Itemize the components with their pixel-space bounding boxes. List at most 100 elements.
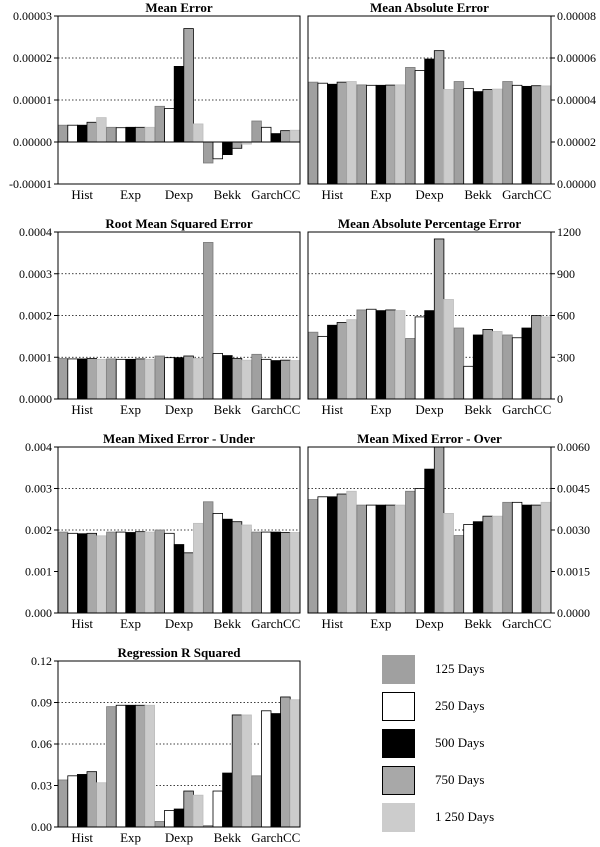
y-tick-label: 0.0000 [557, 606, 590, 620]
bar-dexp-750-days [183, 790, 194, 828]
bar-hist-125-days [57, 124, 69, 143]
x-tick-label: Dexp [415, 616, 443, 631]
bar-exp-500-days [125, 704, 136, 828]
bar-dexp-750-days [183, 355, 194, 400]
bar-hist-250-days [67, 775, 78, 828]
x-tick-label: GarchCC [502, 187, 551, 202]
bar-garchcc-750-days [280, 532, 291, 614]
legend-label-500-days: 500 Days [435, 735, 485, 750]
bar-exp-750-days [134, 126, 146, 143]
bar-exp-1-250-days [394, 504, 406, 614]
bar-garchcc-1-250-days [289, 699, 301, 828]
bar-garchcc-250-days [260, 358, 272, 400]
y-tick-label: 0.03 [31, 779, 52, 793]
bar-hist-500-days [77, 358, 88, 400]
bar-exp-250-days [115, 127, 127, 143]
bar-bekk-750-days [231, 714, 243, 828]
bar-exp-750-days [385, 309, 396, 400]
bar-garchcc-250-days [260, 710, 272, 828]
bar-hist-1-250-days [346, 490, 357, 614]
chart-title: Mean Absolute Error [370, 0, 489, 15]
x-tick-label: Dexp [165, 830, 193, 845]
y-tick-label: 0.0004 [19, 225, 52, 239]
bar-bekk-500-days [472, 521, 484, 614]
y-tick-label: 0.0045 [557, 482, 590, 496]
bar-bekk-500-days [472, 334, 484, 400]
bar-hist-500-days [327, 496, 338, 614]
bar-exp-750-days [134, 704, 146, 828]
bar-bekk-250-days [212, 513, 224, 614]
chart-title: Mean Absolute Percentage Error [338, 216, 522, 231]
bar-bekk-750-days [482, 515, 493, 614]
bar-dexp-125-days [405, 490, 416, 614]
bar-hist-1-250-days [96, 117, 107, 143]
bar-exp-125-days [106, 126, 117, 143]
bar-garchcc-750-days [531, 504, 542, 614]
bar-garchcc-1-250-days [289, 532, 301, 614]
bar-dexp-1-250-days [443, 299, 454, 400]
bar-hist-125-days [57, 531, 69, 614]
bar-dexp-1-250-days [192, 123, 204, 143]
bar-hist-1-250-days [346, 319, 357, 400]
bar-bekk-250-days [212, 353, 224, 400]
bar-garchcc-750-days [280, 696, 291, 828]
bar-dexp-750-days [433, 50, 445, 185]
y-tick-label: 0 [557, 392, 563, 406]
bar-dexp-750-days [183, 28, 194, 143]
x-tick-label: Hist [71, 830, 93, 845]
x-tick-label: Exp [370, 402, 391, 417]
bar-exp-500-days [375, 310, 387, 400]
y-tick-label: 0.00004 [557, 93, 596, 107]
bar-bekk-500-days [222, 355, 233, 400]
y-tick-label: 1200 [557, 225, 581, 239]
bar-hist-750-days [86, 358, 98, 400]
legend-swatch-500-days [382, 729, 415, 758]
bar-bekk-750-days [231, 141, 243, 149]
bar-hist-1-250-days [96, 782, 107, 828]
bar-exp-125-days [356, 504, 367, 614]
bar-exp-125-days [106, 358, 117, 400]
bar-exp-750-days [385, 84, 396, 185]
bar-garchcc-750-days [531, 315, 542, 400]
bar-dexp-1-250-days [192, 794, 204, 828]
bar-dexp-250-days [164, 357, 175, 400]
bar-bekk-250-days [212, 141, 224, 160]
bar-bekk-500-days [222, 518, 233, 614]
y-tick-label: 0.00008 [557, 9, 596, 23]
bar-exp-500-days [125, 358, 136, 400]
bar-hist-750-days [86, 121, 98, 143]
x-tick-label: Exp [370, 616, 391, 631]
bar-dexp-500-days [173, 544, 185, 614]
bar-garchcc-125-days [251, 775, 262, 828]
bar-dexp-750-days [433, 238, 445, 400]
bar-dexp-1-250-days [443, 513, 454, 614]
chart-title: Mean Mixed Error - Under [103, 431, 255, 446]
bar-garchcc-1-250-days [540, 316, 552, 400]
chart-title: Regression R Squared [117, 645, 241, 660]
bar-bekk-125-days [202, 242, 214, 400]
bar-dexp-500-days [173, 357, 185, 400]
bar-exp-250-days [366, 504, 377, 614]
x-tick-label: Exp [120, 830, 141, 845]
bar-dexp-750-days [183, 552, 194, 614]
bar-bekk-250-days [463, 88, 474, 185]
bar-hist-125-days [57, 779, 69, 828]
bar-exp-500-days [375, 84, 387, 185]
y-tick-label: 0.0002 [19, 309, 52, 323]
bar-garchcc-500-days [270, 360, 282, 400]
bar-garchcc-125-days [251, 531, 262, 614]
y-tick-label: 0.00006 [557, 51, 596, 65]
bar-exp-750-days [385, 504, 396, 614]
y-tick-label: 0.0015 [557, 565, 590, 579]
bar-dexp-125-days [405, 67, 416, 185]
x-tick-label: Exp [120, 616, 141, 631]
x-tick-label: Dexp [415, 187, 443, 202]
bar-hist-125-days [307, 81, 319, 185]
y-tick-label: 0.00000 [13, 135, 52, 149]
bar-dexp-250-days [164, 810, 175, 828]
y-tick-label: 0.06 [31, 737, 52, 751]
legend-swatch-125-days [382, 655, 415, 684]
bar-bekk-1-250-days [492, 88, 503, 185]
x-tick-label: Bekk [214, 830, 242, 845]
bar-exp-1-250-days [394, 84, 406, 185]
